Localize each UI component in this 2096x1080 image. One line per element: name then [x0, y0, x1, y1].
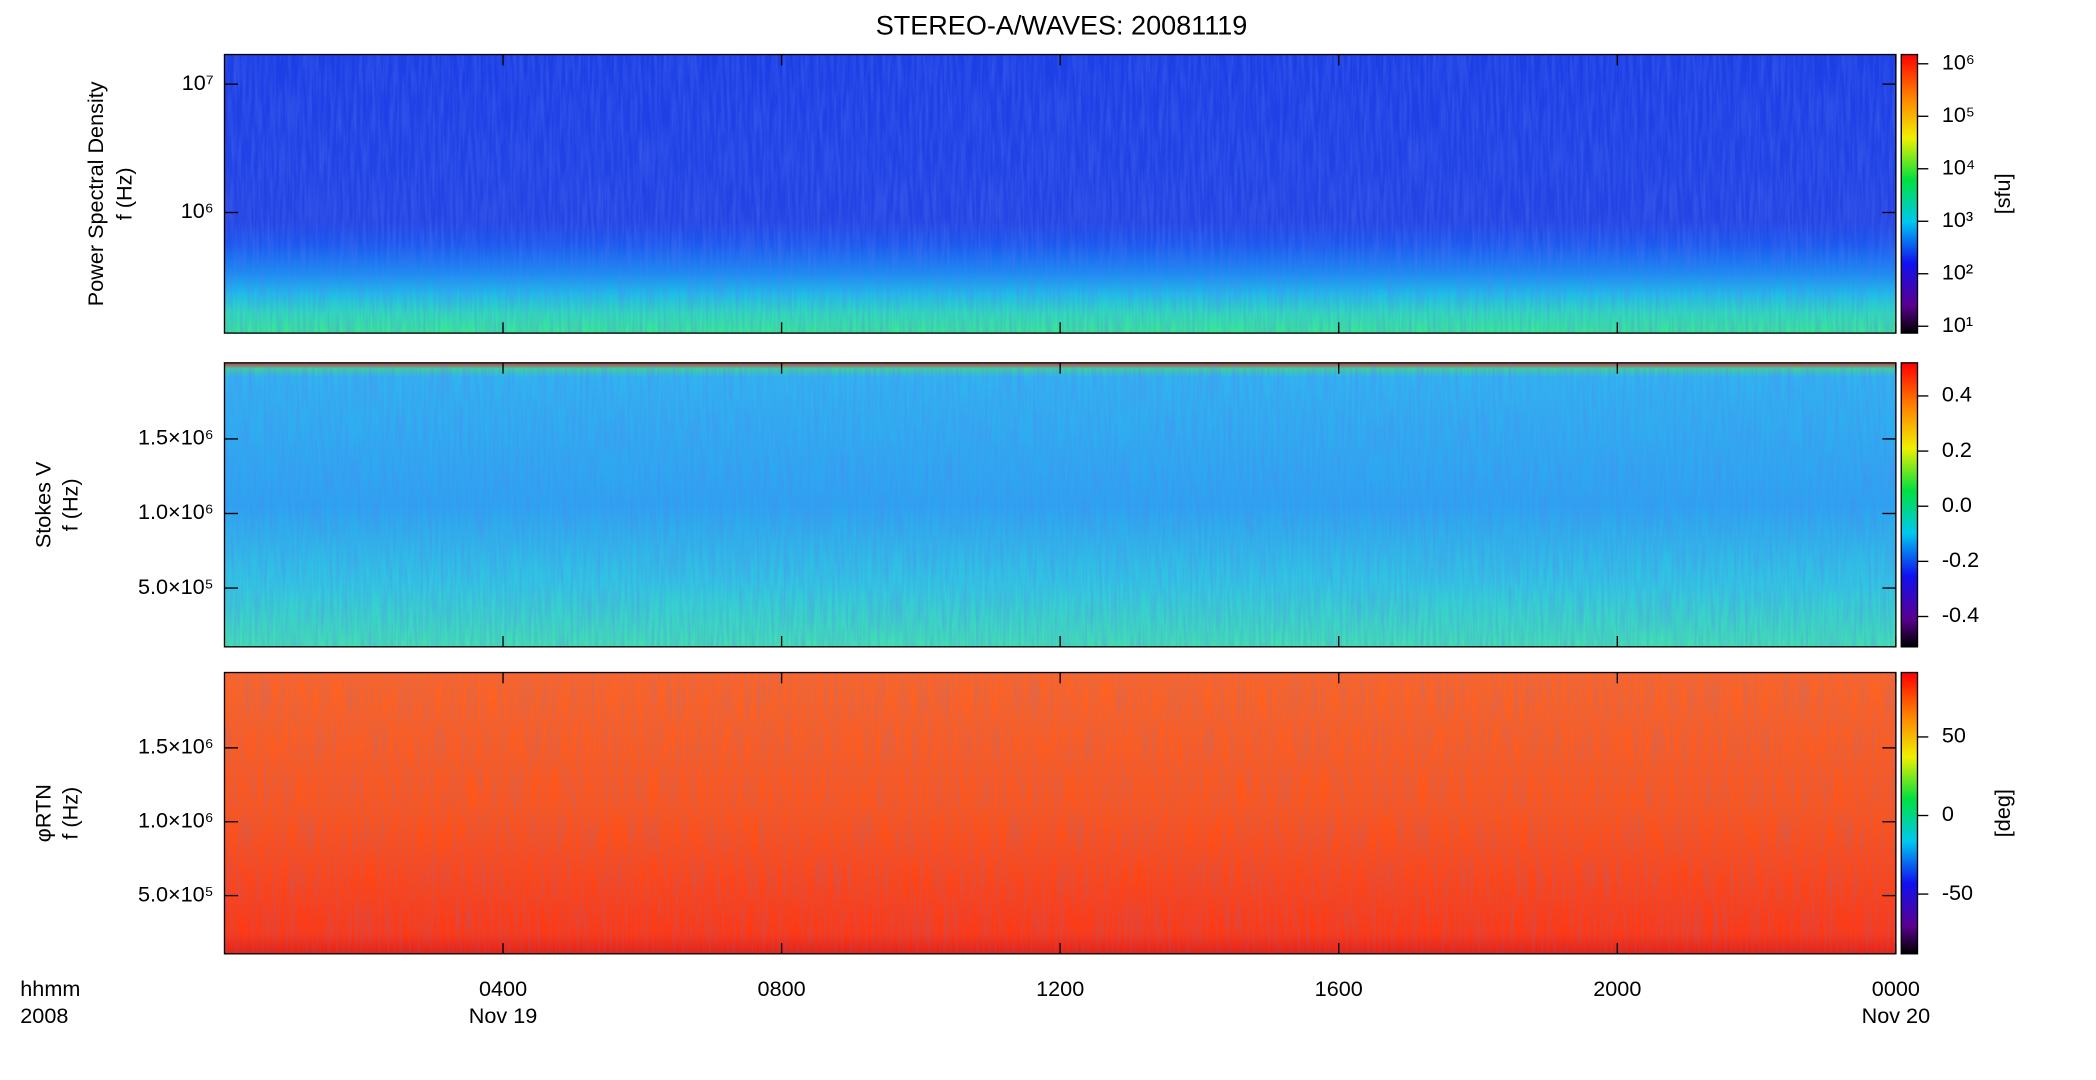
- colorbar-tick-label: 10²: [1942, 259, 1973, 284]
- y-axis-label: f (Hz): [57, 478, 82, 531]
- x-tick-label: 1200: [1036, 976, 1084, 1001]
- colorbar-tick-label: 50: [1942, 723, 1966, 748]
- y-tick-label: 1.5×10⁶: [138, 734, 214, 759]
- colorbar: [1900, 53, 1919, 334]
- colorbar-tick-label: 0.2: [1942, 437, 1972, 462]
- chart-title: STEREO-A/WAVES: 20081119: [876, 11, 1248, 41]
- y-tick-label: 1.0×10⁶: [138, 499, 214, 524]
- y-axis-label: Power Spectral Density: [83, 81, 108, 306]
- x-tick-label: 0800: [758, 976, 806, 1001]
- y-tick-label: 10⁶: [181, 198, 214, 223]
- colorbar-tick-label: 0.0: [1942, 492, 1972, 517]
- x-axis-label: 2008: [20, 1003, 68, 1028]
- colorbar-tick-label: 10¹: [1942, 312, 1973, 337]
- x-date-label: Nov 19: [469, 1003, 538, 1028]
- y-tick-label: 5.0×10⁵: [138, 881, 214, 906]
- colorbar-label: [deg]: [1990, 789, 2015, 837]
- y-tick-label: 10⁷: [182, 70, 214, 95]
- x-tick-label: 0000: [1872, 976, 1920, 1001]
- y-axis-label: f (Hz): [57, 787, 82, 840]
- x-tick-label: 0400: [479, 976, 527, 1001]
- colorbar: [1900, 362, 1919, 648]
- colorbar-tick-label: 10³: [1942, 207, 1973, 232]
- colorbar-label: [sfu]: [1990, 173, 2015, 214]
- y-axis-label: f (Hz): [111, 167, 136, 220]
- colorbar-tick-label: -50: [1942, 880, 1973, 905]
- x-tick-label: 2000: [1593, 976, 1641, 1001]
- spectrogram-texture: [224, 54, 1896, 334]
- colorbar-tick-label: -0.2: [1942, 547, 1979, 572]
- y-axis-label: Stokes V: [30, 461, 55, 548]
- y-tick-label: 1.0×10⁶: [138, 807, 214, 832]
- colorbar-tick-label: 10⁵: [1942, 102, 1975, 127]
- x-axis-label: hhmm: [20, 976, 80, 1001]
- colorbar: [1900, 671, 1919, 955]
- colorbar-tick-label: 10⁶: [1942, 50, 1975, 75]
- colorbar-tick-label: 0.4: [1942, 382, 1972, 407]
- x-date-label: Nov 20: [1862, 1003, 1931, 1028]
- y-tick-label: 5.0×10⁵: [138, 574, 214, 599]
- colorbar-tick-label: -0.4: [1942, 602, 1979, 627]
- y-axis-label: φRTN: [30, 784, 55, 842]
- colorbar-tick-label: 10⁴: [1942, 154, 1975, 179]
- y-tick-label: 1.5×10⁶: [138, 425, 214, 450]
- spectrogram-texture: [224, 672, 1896, 954]
- spectrogram-texture: [224, 362, 1896, 647]
- colorbar-tick-label: 0: [1942, 801, 1954, 826]
- x-tick-label: 1600: [1315, 976, 1363, 1001]
